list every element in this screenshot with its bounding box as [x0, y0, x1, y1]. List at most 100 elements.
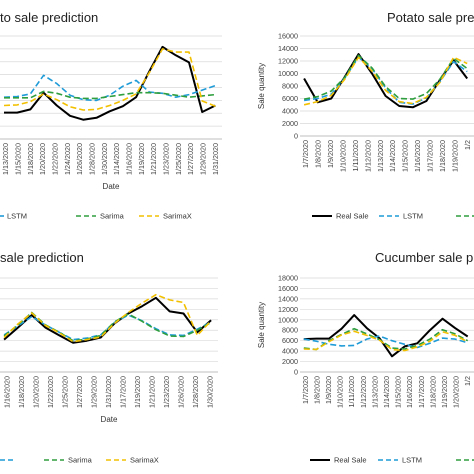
x-tick-label: 1/30/2020: [206, 376, 215, 408]
x-tick-label: 1/18/2020: [438, 140, 447, 172]
x-tick-label: 1/17/2020: [426, 140, 435, 172]
x-tick-label: 1/7/2020: [301, 140, 310, 168]
series-line-sarimax: [303, 330, 469, 352]
series-line-lstm: [303, 335, 468, 349]
y-tick-label: 0: [294, 132, 298, 141]
x-tick-label: 1/28/2020: [191, 376, 200, 408]
x-tick-label: 1/19/2020: [450, 140, 459, 172]
x-axis-label: Date: [101, 415, 118, 424]
x-tick-label: 1/31/2020: [211, 143, 220, 175]
y-tick-label: 6000: [282, 336, 298, 345]
y-tick-label: 12000: [278, 57, 298, 66]
x-tick-label: 1/21/2020: [148, 376, 157, 408]
x-tick-label: 1/27/2020: [186, 143, 195, 175]
x-tick-label: 1/21/2020: [149, 143, 158, 175]
series-line-real-sale: [4, 45, 216, 121]
y-tick-label: 16000: [278, 32, 298, 41]
x-tick-label: 1/25/2020: [174, 143, 183, 175]
x-tick-label: 1/15/2020: [401, 140, 410, 172]
x-tick-label: 1/14/2020: [112, 143, 121, 175]
x-tick-label: 1/22/2020: [46, 376, 55, 408]
x-tick-label: 1/30/2020: [100, 143, 109, 175]
x-tick-label: 1/16/2020: [405, 376, 414, 408]
y-tick-label: 8000: [282, 326, 298, 335]
series-line-sarimax: [3, 293, 212, 343]
series-line-sarima: [303, 327, 469, 351]
y-tick-label: 16000: [278, 284, 298, 293]
x-tick-label: 1/29/2020: [199, 143, 208, 175]
x-tick-label: 1/11/2020: [347, 376, 356, 407]
series-line-sarimax: [3, 48, 216, 111]
x-tick-label: 1/26/2020: [75, 143, 84, 175]
y-tick-label: 14000: [278, 294, 298, 303]
x-tick-label: 1/2: [463, 376, 472, 386]
x-tick-label: 1/18/2020: [428, 376, 437, 408]
x-tick-label: 1/13/2020: [376, 140, 385, 172]
legend-lstm-tr-label: LSTM: [403, 212, 423, 221]
y-tick-label: 0: [294, 368, 298, 377]
x-tick-label: 1/24/2020: [63, 143, 72, 175]
chart-layer: 1/13/2020 1/15/2020 1/18/2020 1/20/2020 1/22…: [0, 32, 474, 465]
legend-lstm-tl-label: LSTM: [7, 212, 27, 221]
y-tick-label: 18000: [278, 274, 298, 283]
x-tick-label: 1/23/2020: [162, 143, 171, 175]
y-axis-label: Sale quantity: [257, 302, 266, 348]
x-tick-label: 1/26/2020: [177, 376, 186, 408]
x-tick-label: 1/15/2020: [14, 143, 23, 175]
x-tick-label: 1/16/2020: [413, 140, 422, 172]
x-tick-label: 1/20/2020: [38, 143, 47, 175]
y-tick-label: 10000: [278, 315, 298, 324]
title-bottom-left: sale prediction: [0, 250, 84, 265]
x-tick-label: 1/18/2020: [26, 143, 35, 175]
x-tick-label: 1/23/2020: [162, 376, 171, 408]
x-tick-label: 1/8/2020: [314, 140, 323, 168]
legend-real-tr-label: Real Sale: [336, 212, 369, 221]
x-tick-label: 1/11/2020: [351, 140, 360, 171]
x-tick-label: 1/25/2020: [60, 376, 69, 408]
y-tick-label: 4000: [282, 107, 298, 116]
x-tick-label: 1/14/2020: [388, 140, 397, 172]
series-line-sarima: [4, 90, 216, 100]
x-tick-label: 1/10/2020: [336, 376, 345, 408]
x-tick-label: 1/20/2020: [31, 376, 40, 408]
legend-lstm-br-label: LSTM: [402, 456, 422, 465]
y-tick-label: 8000: [282, 82, 298, 91]
x-tick-label: 1/13/2020: [370, 376, 379, 408]
series-line-real-sale: [303, 314, 469, 358]
x-tick-label: 1/22/2020: [51, 143, 60, 175]
x-tick-label: 1/9/2020: [326, 140, 335, 168]
legend-sarima-bl-label: Sarima: [68, 456, 93, 465]
series-line-sarimax: [303, 56, 468, 106]
x-tick-label: 1/27/2020: [75, 376, 84, 408]
x-tick-label: 1/29/2020: [89, 376, 98, 408]
y-tick-label: 12000: [278, 305, 298, 314]
x-tick-label: 1/15/2020: [394, 376, 403, 408]
x-tick-label: 1/9/2020: [324, 376, 333, 404]
series-line-sarima: [3, 311, 212, 342]
x-tick-label: 1/12/2020: [363, 140, 372, 172]
x-tick-label: 1/2: [463, 140, 472, 150]
y-tick-label: 10000: [278, 69, 298, 78]
x-tick-label: 1/28/2020: [88, 143, 97, 175]
x-tick-label: 1/31/2020: [104, 376, 113, 408]
title-top-right: Potato sale pre: [387, 10, 474, 25]
x-tick-label: 1/12/2020: [359, 376, 368, 408]
x-tick-label: 1/17/2020: [119, 376, 128, 408]
y-axis-label: Sale quantity: [257, 63, 266, 109]
y-tick-label: 2000: [282, 357, 298, 366]
x-tick-label: 1/19/2020: [440, 376, 449, 408]
y-tick-label: 2000: [282, 119, 298, 128]
title-top-left: to sale prediction: [0, 10, 98, 25]
series-line-lstm: [3, 74, 216, 102]
x-tick-label: 1/7/2020: [301, 376, 310, 404]
x-tick-label: 1/18/2020: [17, 376, 26, 408]
series-line-sarima: [303, 54, 468, 100]
series-line-lstm: [3, 314, 212, 341]
x-tick-label: 1/14/2020: [382, 376, 391, 408]
legend-sarima-tl-label: Sarima: [100, 212, 125, 221]
y-tick-label: 4000: [282, 347, 298, 356]
legend-sarimax-tl-label: SarimaX: [163, 212, 192, 221]
legend-real-br-label: Real Sale: [334, 456, 367, 465]
x-tick-label: 1/17/2020: [417, 376, 426, 408]
